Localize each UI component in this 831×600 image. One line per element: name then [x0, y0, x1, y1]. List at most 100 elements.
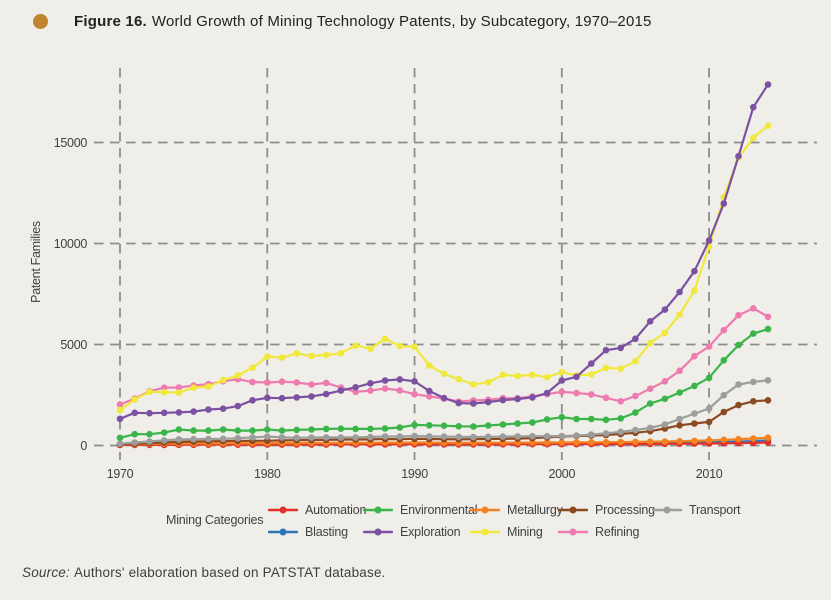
data-point-metallurgy-2009 [691, 437, 698, 445]
data-point-exploration-1971 [131, 409, 138, 417]
data-point-exploration-1984 [322, 390, 330, 398]
data-point-mining-2013 [750, 134, 757, 142]
data-point-environmental-1994 [470, 423, 477, 430]
data-point-environmental-1985 [337, 425, 345, 433]
data-point-refining-1982 [293, 379, 301, 386]
y-tick-label-15000: 15000 [54, 136, 88, 150]
data-point-exploration-2003 [602, 346, 610, 354]
series-line-exploration [118, 83, 770, 420]
data-point-exploration-2001 [573, 373, 580, 381]
data-point-refining-2008 [676, 367, 683, 375]
data-point-environmental-1972 [146, 430, 153, 438]
data-point-transport-1992 [440, 433, 448, 440]
data-point-environmental-1973 [160, 429, 168, 436]
data-point-exploration-1983 [308, 393, 315, 400]
legend-marker-icon [363, 506, 393, 513]
data-point-exploration-1973 [160, 409, 168, 417]
data-point-exploration-2014 [764, 81, 772, 88]
data-point-exploration-1999 [543, 389, 551, 397]
data-point-environmental-2014 [764, 325, 772, 333]
legend-item-refining: Refining [558, 522, 655, 541]
data-point-mining-1998 [529, 371, 536, 379]
data-point-transport-1989 [396, 433, 404, 440]
data-point-mining-1992 [440, 370, 448, 378]
data-point-transport-1977 [219, 435, 227, 443]
data-point-refining-1991 [426, 393, 433, 400]
figure-number: Figure 16. [74, 13, 147, 30]
data-point-refining-1981 [278, 378, 286, 386]
x-tick-label-1970: 1970 [107, 467, 134, 481]
data-point-exploration-1977 [219, 405, 227, 413]
data-point-mining-1989 [396, 342, 404, 350]
data-point-exploration-1988 [381, 377, 389, 384]
data-point-environmental-1997 [514, 420, 521, 427]
data-point-transport-1985 [337, 434, 345, 441]
series-line-refining [118, 307, 770, 406]
data-point-mining-1997 [514, 372, 521, 380]
data-point-mining-1979 [249, 364, 256, 372]
data-point-transport-2008 [676, 415, 683, 423]
data-point-exploration-1991 [426, 387, 433, 395]
data-point-exploration-1990 [411, 378, 418, 385]
data-point-exploration-1970 [116, 415, 124, 423]
data-point-transport-1997 [514, 433, 521, 440]
data-point-mining-1996 [499, 371, 507, 379]
data-point-transport-2010 [705, 405, 713, 412]
figure-bullet-icon [33, 14, 48, 29]
figure-title-text: World Growth of Mining Technology Patent… [151, 13, 652, 30]
legend-dot [569, 528, 577, 535]
y-tick-label-10000: 10000 [54, 237, 88, 251]
data-point-mining-2000 [558, 368, 566, 376]
x-tick-label-2010: 2010 [696, 467, 723, 481]
data-point-exploration-2012 [735, 152, 742, 160]
data-point-transport-1987 [367, 433, 374, 441]
data-point-metallurgy-2011 [720, 436, 728, 444]
figure-title: Figure 16. World Growth of Mining Technol… [74, 13, 652, 30]
data-point-metallurgy-1999 [543, 439, 551, 446]
data-point-metallurgy-2001 [573, 439, 580, 446]
source-prefix: Source: [22, 565, 70, 580]
data-point-environmental-1995 [484, 422, 492, 429]
data-point-environmental-2013 [750, 330, 757, 337]
data-point-transport-2011 [720, 391, 728, 399]
data-point-metallurgy-2007 [661, 438, 669, 445]
data-point-exploration-2013 [750, 103, 757, 111]
data-point-mining-2005 [632, 358, 639, 365]
source-note: Source: Authors' elaboration based on PAT… [22, 565, 386, 580]
data-point-refining-1989 [396, 387, 404, 394]
data-point-environmental-1984 [322, 425, 330, 433]
legend-column-4: Processing Refining [558, 500, 655, 541]
data-point-exploration-1978 [234, 402, 242, 410]
data-point-transport-2004 [617, 428, 624, 436]
data-point-environmental-2005 [632, 409, 639, 416]
series-refining [116, 305, 772, 408]
data-point-transport-2000 [558, 432, 566, 440]
data-point-refining-1970 [116, 401, 124, 408]
data-point-metallurgy-2013 [750, 435, 757, 442]
data-point-environmental-2003 [602, 416, 610, 424]
data-point-mining-2004 [617, 365, 624, 373]
data-point-transport-1991 [426, 433, 433, 440]
legend-item-exploration: Exploration [363, 522, 477, 541]
data-point-environmental-2004 [617, 415, 624, 422]
data-point-exploration-2010 [705, 237, 713, 244]
data-point-transport-2007 [661, 421, 669, 428]
legend-item-environmental: Environmental [363, 500, 478, 519]
data-point-refining-2004 [617, 398, 624, 405]
data-point-mining-1987 [367, 345, 374, 353]
legend-item-processing: Processing [558, 500, 655, 519]
data-point-exploration-1987 [367, 380, 374, 387]
legend-dot [663, 506, 671, 513]
data-point-environmental-1971 [131, 430, 138, 438]
legend-label: Blasting [305, 524, 348, 539]
data-point-exploration-1993 [455, 399, 463, 407]
data-point-transport-2013 [750, 378, 757, 386]
data-point-mining-1990 [411, 343, 418, 351]
legend-label: Transport [689, 502, 741, 517]
data-point-environmental-1987 [367, 425, 374, 433]
data-point-transport-1983 [308, 434, 315, 441]
data-point-mining-1978 [234, 372, 242, 379]
data-point-environmental-1980 [264, 426, 271, 433]
legend-marker-icon [558, 528, 588, 535]
data-point-metallurgy-2006 [646, 438, 654, 446]
